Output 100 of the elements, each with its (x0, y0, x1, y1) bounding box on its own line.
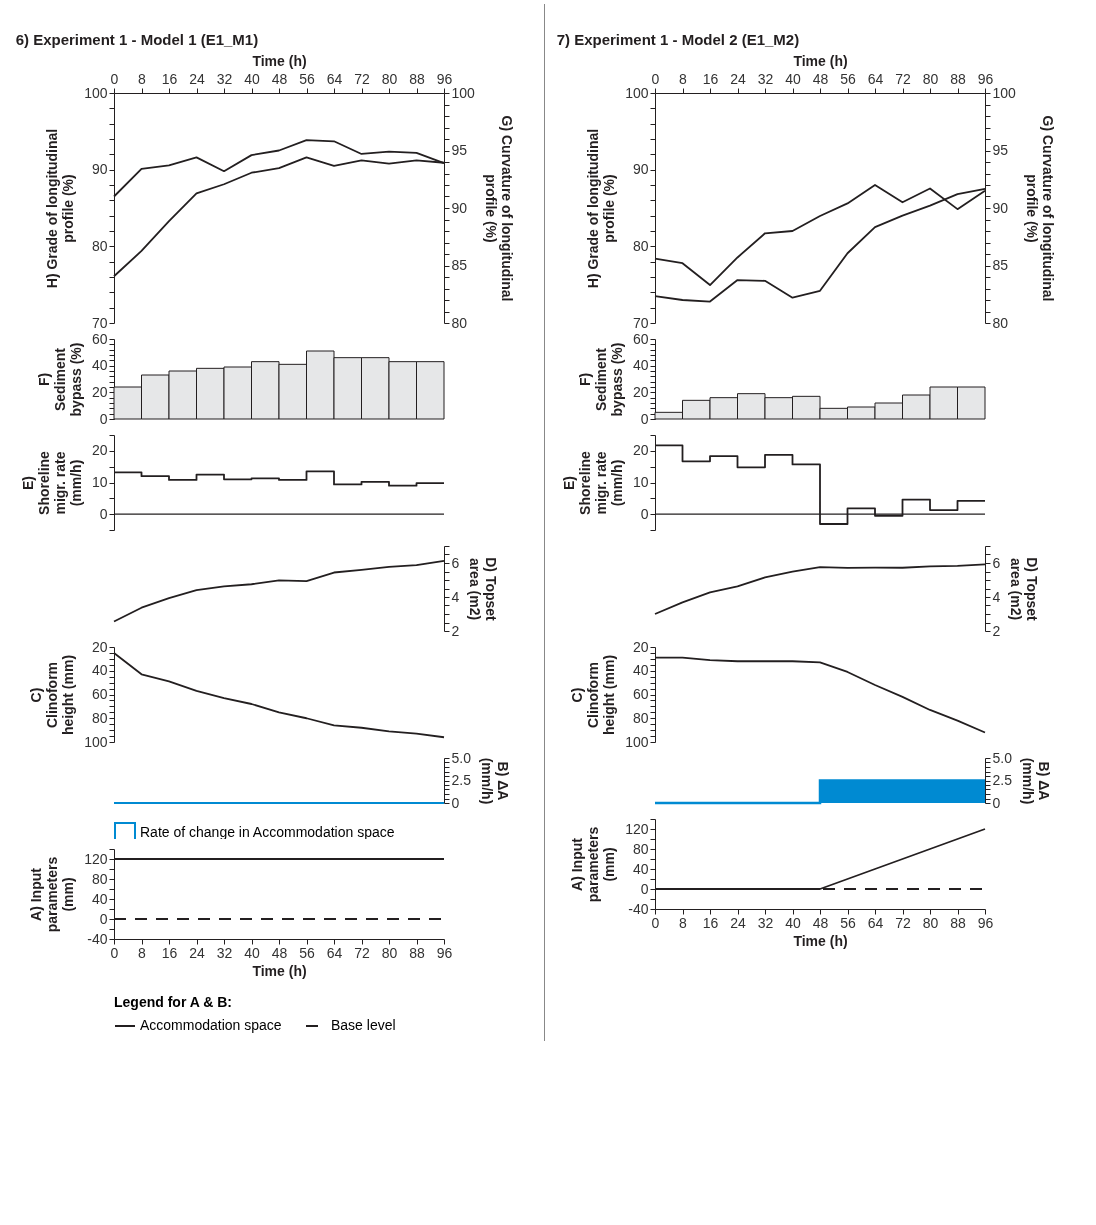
x-tick-label: 32 (216, 70, 233, 87)
legend-title: Legend for A & B: (114, 994, 232, 1010)
legend-label: Base level (331, 1017, 396, 1033)
x-tick-label: 48 (271, 944, 288, 961)
x-tick-label: 24 (730, 70, 746, 87)
y2-tick-label: 80 (992, 314, 1009, 331)
y-tick-label: 90 (91, 161, 108, 178)
y2-tick-label: 100 (992, 84, 1017, 101)
x-tick-label: 64 (326, 944, 343, 961)
x-tick-label: 32 (757, 70, 774, 87)
y2-tick-label: 4 (992, 588, 1001, 605)
legend-label: Accommodation space (140, 1017, 282, 1033)
y2-axis-title: B) ΔA (mm/h) (1019, 757, 1052, 805)
y-tick-label: 60 (632, 686, 649, 702)
x-tick-label: 0 (110, 944, 119, 961)
chart-title: 7) Experiment 1 - Model 2 (E1_M2) (556, 31, 800, 48)
y-tick-label: 60 (91, 330, 108, 347)
y-tick-label: 70 (91, 314, 108, 331)
x-tick-label: 56 (299, 944, 315, 961)
y2-tick-label: 95 (451, 142, 468, 158)
y-tick-label: 20 (91, 638, 108, 655)
y-tick-label: 0 (640, 410, 649, 427)
x-tick-label: 72 (895, 70, 911, 87)
y-tick-label: 80 (632, 237, 649, 254)
y-tick-label: 40 (632, 860, 649, 877)
y2-tick-label: 0 (451, 794, 460, 811)
y-tick-label: 80 (91, 870, 108, 887)
y-tick-label: 40 (91, 890, 108, 907)
y-tick-label: -40 (87, 930, 108, 947)
x-tick-label: 64 (326, 70, 343, 87)
y-axis-title: H) Grade of longitudinal profile (%) (44, 128, 77, 289)
y2-axis-title: G) Curvature of longitudinal profile (%) (482, 115, 515, 302)
x-tick-label: 40 (244, 944, 260, 961)
y2-tick-label: 0 (992, 794, 1001, 811)
y-tick-label: 0 (640, 880, 649, 897)
y-tick-label: 40 (91, 662, 108, 679)
y-tick-label: 20 (91, 383, 108, 400)
x-tick-label: 72 (354, 70, 370, 87)
chart-title: 6) Experiment 1 - Model 1 (E1_M1) (15, 31, 259, 48)
y-tick-label: 20 (632, 442, 649, 459)
x-tick-label: 48 (812, 914, 829, 931)
y2-tick-label: 5.0 (451, 749, 472, 766)
x-tick-label: 56 (840, 914, 856, 931)
y-tick-label: 100 (625, 733, 649, 750)
x-tick-label: 0 (110, 70, 119, 87)
x-tick-label: 80 (381, 70, 398, 87)
x-tick-label: 88 (409, 944, 425, 961)
y2-tick-label: 2.5 (992, 772, 1013, 788)
y-axis-title: E) Shoreline migr. rate (mm/h) (560, 450, 625, 515)
y2-tick-label: 95 (992, 142, 1009, 158)
y-tick-label: 20 (632, 383, 649, 400)
x-axis-title: Time (h) (793, 932, 848, 949)
y2-tick-label: 6 (451, 554, 460, 571)
x-axis-title: Time (h) (252, 52, 307, 69)
x-tick-label: 56 (299, 70, 315, 87)
y-tick-label: 120 (84, 850, 108, 867)
y-axis-title: A) Input parameters (mm) (569, 826, 618, 903)
y-tick-label: 10 (632, 474, 649, 490)
x-tick-label: 72 (895, 914, 911, 931)
y2-tick-label: 2.5 (451, 772, 472, 788)
y-tick-label: 0 (99, 505, 108, 522)
y-tick-label: 0 (99, 410, 108, 427)
y2-tick-label: 85 (992, 257, 1009, 273)
x-tick-label: 88 (409, 70, 425, 87)
x-tick-label: 16 (161, 944, 178, 961)
y-tick-label: 90 (632, 161, 649, 178)
x-tick-label: 72 (354, 944, 370, 961)
y2-axis-title: D) Topset area (m2) (467, 557, 500, 622)
y-axis-title: F) Sediment bypass (%) (35, 342, 84, 417)
y-tick-label: 0 (640, 505, 649, 522)
x-tick-label: 96 (436, 70, 453, 87)
y-axis-title: H) Grade of longitudinal profile (%) (585, 128, 618, 289)
x-tick-label: 80 (381, 944, 398, 961)
y-tick-label: 100 (84, 84, 108, 101)
x-tick-label: 48 (271, 70, 288, 87)
y-tick-label: 40 (632, 357, 649, 374)
x-tick-label: 48 (812, 70, 829, 87)
y2-tick-label: 5.0 (992, 749, 1013, 766)
y-tick-label: 40 (91, 357, 108, 374)
y2-tick-label: 6 (992, 554, 1001, 571)
x-tick-label: 88 (950, 70, 966, 87)
y-tick-label: 80 (91, 709, 108, 726)
y-tick-label: 100 (84, 733, 108, 750)
x-tick-label: 24 (189, 944, 205, 961)
x-tick-label: 16 (702, 70, 719, 87)
y-tick-label: 40 (632, 662, 649, 679)
legend-label: Rate of change in Accommodation space (140, 824, 395, 840)
x-tick-label: 80 (922, 70, 939, 87)
y2-tick-label: 100 (451, 84, 476, 101)
x-tick-label: 96 (436, 944, 453, 961)
y2-tick-label: 2 (451, 622, 460, 639)
y2-tick-label: 2 (992, 622, 1001, 639)
x-tick-label: 96 (977, 914, 994, 931)
y2-tick-label: 85 (451, 257, 468, 273)
x-tick-label: 16 (161, 70, 178, 87)
y-axis-title: A) Input parameters (mm) (28, 856, 77, 933)
y-axis-title: C) Clinoform height (mm) (28, 654, 77, 736)
y2-axis-title: G) Curvature of longitudinal profile (%) (1023, 115, 1056, 302)
y-tick-label: 100 (625, 84, 649, 101)
y-axis-title: E) Shoreline migr. rate (mm/h) (19, 450, 84, 515)
